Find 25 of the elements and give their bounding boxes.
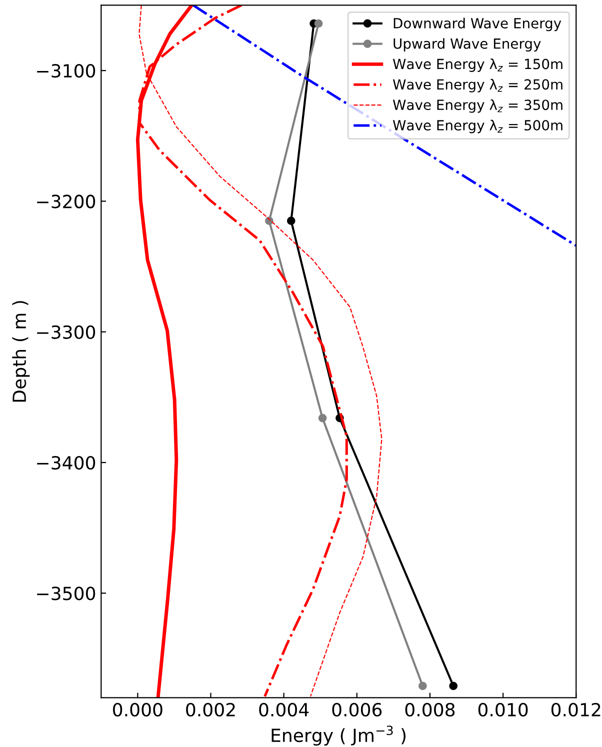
- point: [449, 682, 458, 690]
- y-tick-label: −3400: [37, 456, 96, 470]
- x-tick-label: 0.012: [551, 702, 600, 717]
- legend-label: Upward Wave Energy: [394, 38, 541, 52]
- legend-label: Wave Energy λ$_{z}$ = 350m: [392, 99, 562, 113]
- x-axis-title: Energy ( Jm$^{−3}$ ): [272, 726, 406, 746]
- y-tick-label: −3500: [37, 586, 96, 600]
- y-axis-title: Depth ( m ): [12, 301, 30, 402]
- y-tick-label: −3100: [37, 64, 96, 78]
- x-tick-label: 0.002: [186, 702, 235, 717]
- legend-label: Wave Energy λ$_{z}$ = 250m: [392, 78, 562, 92]
- y-tick-label: −3200: [37, 194, 96, 208]
- x-tick-label: 0.006: [332, 702, 382, 717]
- y-tick-label: −3300: [37, 325, 96, 339]
- x-tick-label: 0.004: [259, 702, 309, 717]
- legend-label: Downward Wave Energy: [394, 18, 562, 32]
- x-tick-label: 0.000: [113, 702, 162, 717]
- point: [314, 19, 323, 28]
- x-tick-label: 0.008: [405, 702, 455, 717]
- point: [418, 682, 427, 690]
- point: [318, 414, 327, 422]
- legend-label: Wave Energy λ$_{z}$ = 150m: [392, 58, 562, 72]
- legend-label: Wave Energy λ$_{z}$ = 500m: [392, 120, 562, 134]
- x-tick-label: 0.010: [478, 702, 528, 717]
- point: [286, 216, 296, 225]
